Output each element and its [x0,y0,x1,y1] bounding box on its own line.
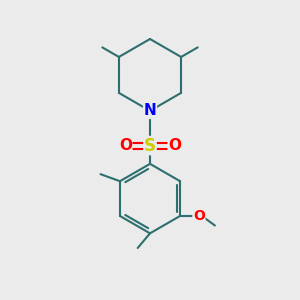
Text: O: O [119,138,132,153]
Text: S: S [144,136,156,154]
Text: O: O [168,138,181,153]
Text: N: N [144,103,156,118]
Text: O: O [193,209,205,223]
